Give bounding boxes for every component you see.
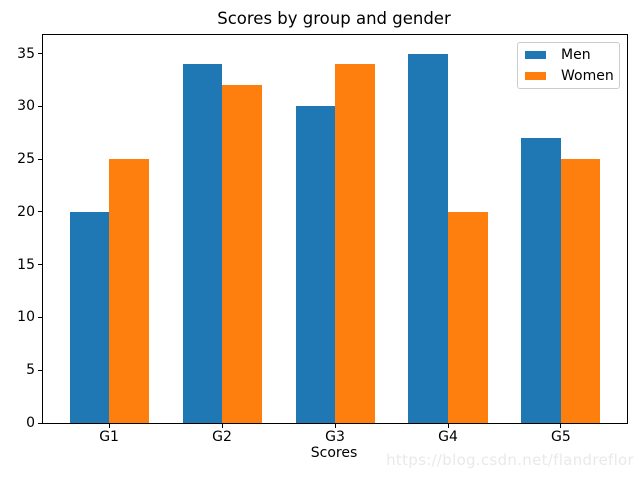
y-tick-mark	[38, 211, 42, 213]
legend-item-women: Women	[525, 69, 619, 83]
legend-label: Men	[561, 47, 591, 63]
y-tick-mark	[38, 53, 42, 54]
y-tick-label: 5	[26, 362, 35, 379]
y-tick-label: 30	[17, 98, 35, 115]
watermark: https://blog.csdn.net/flandreflor	[386, 451, 634, 469]
bar-women-g3	[335, 64, 375, 423]
legend-swatch-men	[525, 51, 546, 59]
bar-women-g4	[448, 211, 488, 423]
x-tick-label: G3	[325, 429, 345, 445]
bar-women-g5	[560, 159, 601, 423]
bar-men-g4	[408, 53, 448, 423]
x-tick-mark	[560, 424, 562, 428]
x-tick-mark	[334, 424, 336, 428]
bar-women-g2	[222, 85, 262, 423]
bar-men-g3	[295, 106, 335, 423]
bar-men-g2	[182, 64, 222, 423]
x-tick-mark	[108, 424, 110, 428]
legend: Men Women	[517, 42, 620, 89]
x-tick-mark	[221, 424, 223, 428]
bar-men-g1	[69, 211, 109, 423]
plot-area: Men Women 0 5 10 15 20 25 30 35 G1 G2 G3 G4 G5	[17, 34, 628, 445]
x-tick-mark	[447, 424, 449, 428]
bar-women-g1	[109, 159, 149, 423]
y-tick-label: 15	[17, 256, 35, 273]
bar-men-g5	[521, 137, 561, 423]
y-tick-mark	[38, 422, 42, 424]
y-tick-label: 25	[17, 151, 35, 168]
x-tick-label: G1	[99, 429, 119, 445]
x-tick-label: G5	[551, 429, 571, 445]
y-tick-mark	[38, 158, 42, 160]
y-tick-label: 20	[17, 203, 35, 220]
y-tick-mark	[38, 316, 42, 318]
y-tick-label: 0	[26, 415, 35, 431]
y-tick-mark	[38, 264, 42, 266]
y-tick-mark	[38, 105, 42, 107]
chart-title: Scores by group and gender	[217, 9, 451, 28]
y-tick-label: 35	[17, 45, 35, 62]
x-axis-label: Scores	[310, 445, 358, 461]
y-tick-label: 10	[17, 309, 35, 326]
legend-swatch-women	[525, 72, 546, 80]
x-tick-label: G2	[212, 429, 232, 445]
legend-label: Women	[561, 68, 614, 84]
x-tick-label: G4	[438, 429, 458, 445]
legend-item-men: Men	[525, 48, 619, 62]
y-tick-mark	[38, 369, 42, 371]
